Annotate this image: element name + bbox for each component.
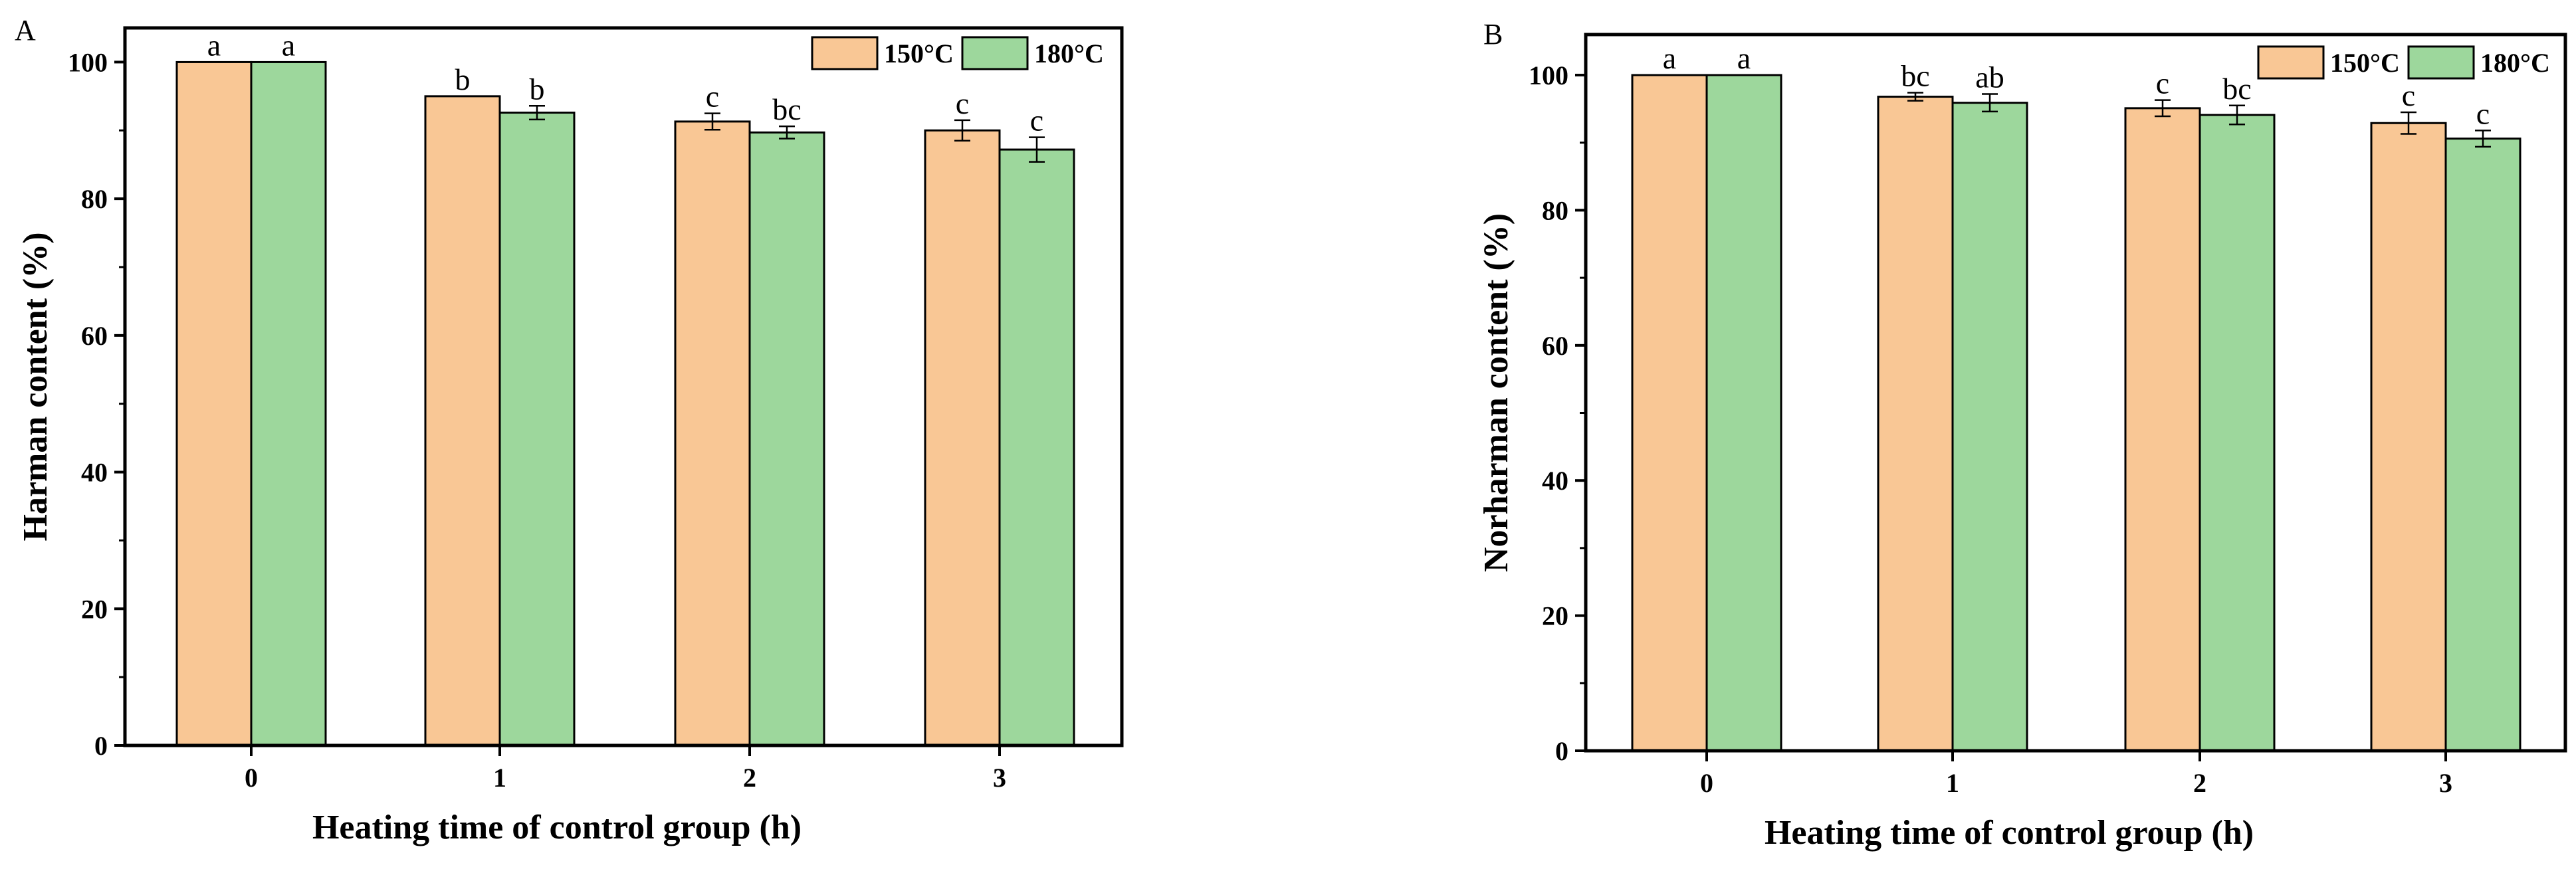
legend-swatch-s0 — [2257, 45, 2325, 80]
significance-label: c — [956, 86, 969, 120]
bar-A-s0-3 — [924, 129, 1001, 747]
bar-B-s0-1 — [1877, 96, 1954, 752]
bar-B-s1-2 — [2199, 114, 2276, 752]
error-bar-A-s1-3 — [1029, 136, 1045, 163]
significance-label: c — [2156, 66, 2169, 100]
x-tick-label: 3 — [2439, 768, 2452, 798]
bar-A-s1-1 — [498, 112, 576, 747]
y-tick-label: 20 — [1542, 601, 1568, 631]
bar-B-s1-1 — [1951, 102, 2028, 752]
error-bar-B-s0-3 — [2401, 111, 2416, 135]
plot-frame — [123, 26, 1124, 747]
bar-A-s1-2 — [748, 131, 825, 747]
y-tick-label: 60 — [1542, 331, 1568, 361]
significance-label: bc — [2222, 72, 2251, 106]
legend-swatch-s1 — [961, 36, 1029, 70]
bar-A-s0-2 — [674, 120, 751, 747]
error-bar-A-s1-1 — [529, 105, 545, 121]
legend-label: 180°C — [2480, 48, 2550, 78]
x-tick-label: 0 — [245, 763, 258, 793]
x-tick-label: 2 — [2193, 768, 2206, 798]
y-tick-label: 80 — [81, 184, 108, 214]
plot-frame — [1584, 33, 2567, 753]
legend: 150°C 180°C — [2257, 45, 2550, 80]
legend-label: 150°C — [884, 39, 954, 68]
y-tick-label: 60 — [81, 321, 108, 351]
y-tick-label: 20 — [81, 594, 108, 624]
error-bar-B-s0-2 — [2155, 99, 2171, 118]
x-tick-label: 2 — [743, 763, 756, 793]
y-tick-label: 40 — [81, 458, 108, 488]
bar-A-s1-0 — [250, 60, 327, 747]
significance-label: c — [2402, 78, 2415, 112]
significance-label: c — [706, 80, 719, 114]
bar-A-s1-3 — [998, 148, 1075, 747]
legend-swatch-s1 — [2407, 45, 2475, 80]
panel-letter: B — [1483, 18, 1503, 50]
significance-label: ab — [1975, 60, 2004, 94]
bar-A-s0-1 — [424, 95, 501, 747]
significance-label: a — [282, 28, 295, 62]
error-bar-A-s1-2 — [779, 125, 795, 140]
error-bar-B-s1-1 — [1982, 93, 1998, 113]
error-bar-A-s0-2 — [704, 112, 720, 131]
significance-label: b — [530, 72, 545, 106]
significance-label: a — [207, 28, 221, 62]
bar-B-s1-3 — [2444, 138, 2522, 752]
legend-swatch-s0 — [811, 36, 879, 70]
x-tick-label: 1 — [1946, 768, 1959, 798]
y-tick-label: 40 — [1542, 466, 1568, 496]
y-tick-label: 100 — [1529, 60, 1568, 90]
bar-B-s0-0 — [1631, 74, 1708, 752]
significance-label: bc — [1901, 58, 1929, 92]
legend: 150°C 180°C — [811, 36, 1104, 70]
significance-label: c — [1030, 104, 1043, 138]
y-tick-label: 100 — [68, 47, 108, 77]
x-tick-label: 3 — [993, 763, 1006, 793]
panel-letter: A — [15, 14, 36, 47]
x-tick-label: 1 — [493, 763, 506, 793]
y-tick-label: 80 — [1542, 195, 1568, 225]
x-axis-title: Heating time of control group (h) — [1765, 814, 2254, 852]
bar-B-s1-0 — [1705, 74, 1782, 752]
y-axis-title: Norharman content (%) — [1477, 213, 1515, 572]
x-tick-label: 0 — [1700, 768, 1713, 798]
error-bar-A-s0-3 — [954, 119, 970, 142]
y-tick-label: 0 — [1555, 736, 1568, 766]
bar-B-s0-2 — [2124, 107, 2201, 752]
bar-A-s0-0 — [175, 60, 253, 747]
significance-label: a — [1663, 41, 1676, 75]
significance-label: a — [1737, 41, 1751, 75]
x-axis-title: Heating time of control group (h) — [312, 809, 802, 846]
y-axis-title: Harman content (%) — [17, 232, 54, 541]
significance-label: bc — [772, 92, 801, 126]
legend-label: 150°C — [2330, 48, 2400, 78]
significance-label: b — [455, 62, 471, 96]
error-bar-B-s1-3 — [2475, 130, 2491, 148]
panel-B: Ba bc c c a ab bc c 0 20 40 60 80 100 0 1 2 3 Heating time… — [1477, 18, 2567, 852]
legend-label: 180°C — [1034, 39, 1104, 68]
bar-B-s0-3 — [2370, 122, 2447, 752]
y-tick-label: 0 — [94, 731, 108, 761]
error-bar-B-s1-2 — [2229, 104, 2245, 126]
significance-label: c — [2476, 96, 2490, 130]
error-bar-B-s0-1 — [1907, 92, 1923, 102]
